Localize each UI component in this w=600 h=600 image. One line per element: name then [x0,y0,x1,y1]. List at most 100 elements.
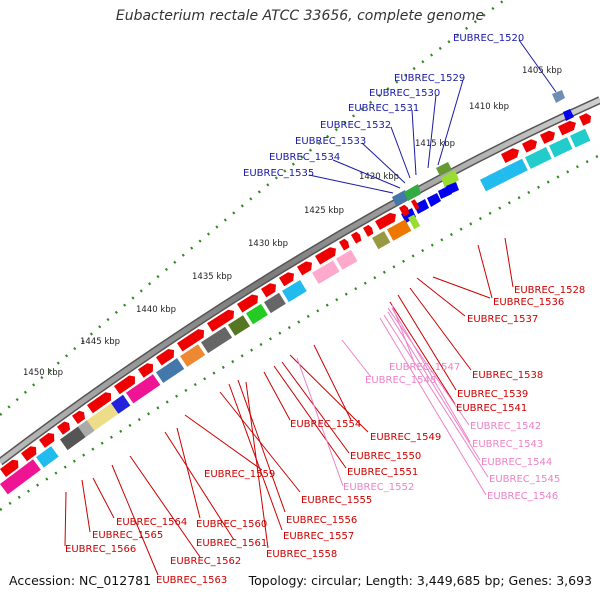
gene-arrow [372,231,391,250]
gene-arrow [549,137,573,158]
gene-arrow [237,294,258,313]
kbp-label: 1420 kbp [359,172,399,182]
gene-arrow [363,224,374,237]
gene-label: EUBREC_1557 [283,531,354,542]
gene-label: EUBREC_1545 [489,474,560,485]
gene-label: EUBREC_1533 [295,136,366,147]
gene-arrow [138,363,153,378]
gene-label: EUBREC_1558 [266,549,337,560]
gene-label: EUBREC_1554 [290,419,361,430]
gene-arrow [246,303,268,325]
gene-arrow [579,113,591,126]
gene-label: EUBREC_1560 [196,519,267,530]
map-title: Eubacterium rectale ATCC 33656, complete… [115,8,485,24]
gene-label: EUBREC_1542 [470,421,541,432]
gene-label: EUBREC_1561 [196,538,267,549]
gene-arrow [87,403,119,431]
gene-arrow [156,358,185,383]
gene-label: EUBREC_1531 [348,103,419,114]
gene-label: EUBREC_1562 [170,556,241,567]
kbp-label: 1425 kbp [304,206,344,216]
gene-label: EUBREC_1550 [350,451,421,462]
kbp-label: 1405 kbp [522,66,562,76]
gene-arrow [404,184,421,201]
gene-arrow [111,394,131,414]
gene-arrow [563,109,574,121]
gene-arrow [180,344,206,367]
kbp-label: 1440 kbp [136,305,176,315]
gene-arrow [480,169,507,192]
gene-arrow [501,148,519,163]
gene-arrow [207,309,234,332]
gene-arrow [315,247,336,265]
gene-arrow [392,190,408,206]
gene-label: EUBREC_1555 [301,495,372,506]
gene-label: EUBREC_1534 [269,152,340,163]
gene-arrow [375,212,396,230]
gene-label: EUBREC_1543 [472,439,543,450]
gene-arrow [446,182,459,194]
gene-arrow [436,162,452,176]
gene-label: EUBREC_1532 [320,120,391,131]
minus-strand-genes [0,113,591,495]
gene-label: EUBREC_1539 [457,389,528,400]
gene-label: EUBREC_1551 [347,467,418,478]
gene-label: EUBREC_1564 [116,517,187,528]
gene-arrow [201,326,233,354]
gene-arrow [312,260,340,284]
kbp-label: 1445 kbp [80,337,120,347]
gene-arrow [282,280,307,303]
gene-arrow [60,426,86,451]
kbp-label: 1410 kbp [469,102,509,112]
gene-arrow [441,170,459,188]
gene-label: EUBREC_1548 [365,375,436,386]
gene-arrow [408,214,421,230]
callout-lines [64,39,557,576]
gene-arrow [36,446,59,468]
gene-arrow [114,375,135,395]
gene-arrow [297,261,312,276]
gene-label: EUBREC_1528 [514,285,585,296]
gene-label: EUBREC_1563 [156,575,227,586]
gene-arrow [540,130,555,144]
gene-arrow [501,158,528,181]
gene-arrow [21,446,37,462]
gene-label: EUBREC_1565 [92,530,163,541]
gene-labels: EUBREC_1520 EUBREC_1529 EUBREC_1530 EUBR… [65,33,585,586]
gene-arrow [339,238,350,251]
gene-label: EUBREC_1544 [481,457,552,468]
gene-arrow [87,392,111,414]
gene-label: EUBREC_1549 [370,432,441,443]
gene-arrow [0,459,41,495]
gene-label: EUBREC_1547 [389,362,460,373]
gene-arrow [427,193,441,207]
gene-arrow [126,374,161,404]
gene-label: EUBREC_1546 [487,491,558,502]
gene-label: EUBREC_1535 [243,168,314,179]
gene-label: EUBREC_1559 [204,469,275,480]
gene-arrow [264,292,286,314]
gene-arrow [156,349,174,366]
gene-arrow [399,204,410,217]
gene-arrow [78,420,95,438]
gene-arrow [414,199,429,214]
gene-arrow [411,199,420,210]
gene-label: EUBREC_1556 [286,515,357,526]
gene-arrow [177,329,204,352]
gene-arrow [261,283,276,298]
kbp-label: 1415 kbp [415,139,455,149]
gene-label: EUBREC_1552 [343,482,414,493]
gene-label: EUBREC_1538 [472,370,543,381]
gene-label: EUBREC_1541 [456,403,527,414]
gene-arrow [558,120,576,136]
gene-label: EUBREC_1530 [369,88,440,99]
gene-arrow [570,128,591,148]
outer-dotted-track [0,0,507,416]
gene-label: EUBREC_1566 [65,544,136,555]
gene-arrow [57,421,71,435]
genome-summary: Topology: circular; Length: 3,449,685 bp… [248,573,592,588]
kbp-label: 1430 kbp [248,239,288,249]
gene-arrow [0,459,19,477]
gene-arrow [387,219,412,241]
